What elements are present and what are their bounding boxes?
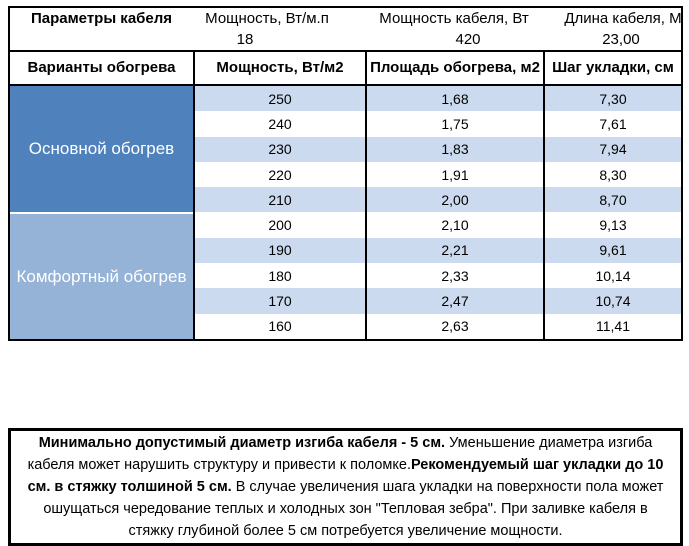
data-cell: 220 xyxy=(193,161,365,188)
data-cell: 8,70 xyxy=(543,187,681,213)
cable-parameters-table: Параметры кабеля Мощность, Вт/м.п 18 Мощ… xyxy=(8,6,683,341)
group-cell-main-heating: Основной обогрев xyxy=(10,86,193,213)
data-cell: 2,21 xyxy=(365,237,543,264)
data-cell: 10,74 xyxy=(543,288,681,314)
cable-length-cell: Длина кабеля, М 23,00 xyxy=(543,8,681,50)
data-cell: 8,30 xyxy=(543,161,681,188)
data-cell: 2,00 xyxy=(365,187,543,213)
power-per-meter-cell: Мощность, Вт/м.п 18 xyxy=(193,8,365,50)
cable-power-label: Мощность кабеля, Вт xyxy=(379,10,529,27)
params-header-cell: Параметры кабеля xyxy=(10,8,193,50)
data-grid: Основной обогрев 250 1,68 7,30 240 1,75 … xyxy=(10,86,681,339)
data-cell: 230 xyxy=(193,136,365,162)
cable-length-value: 23,00 xyxy=(602,31,640,48)
data-cell: 2,33 xyxy=(365,263,543,289)
col-header-power: Мощность, Вт/м2 xyxy=(193,52,365,84)
data-cell: 160 xyxy=(193,313,365,339)
note-bold-min-diameter: Минимально допустимый диаметр изгиба каб… xyxy=(38,435,446,451)
data-cell: 1,68 xyxy=(365,86,543,112)
data-cell: 170 xyxy=(193,288,365,314)
data-cell: 9,61 xyxy=(543,237,681,264)
note-normal-2: В случае увеличения шага укладки на пове… xyxy=(43,479,664,539)
data-cell: 210 xyxy=(193,187,365,213)
note-text: Минимально допустимый диаметр изгиба каб… xyxy=(11,432,680,542)
cable-length-label: Длина кабеля, М xyxy=(564,10,682,27)
data-cell: 2,63 xyxy=(365,313,543,339)
params-title: Параметры кабеля xyxy=(30,10,173,27)
data-cell: 7,94 xyxy=(543,136,681,162)
data-cell: 250 xyxy=(193,86,365,112)
data-cell: 7,30 xyxy=(543,86,681,112)
data-cell: 180 xyxy=(193,263,365,289)
data-cell: 2,10 xyxy=(365,212,543,238)
note-normal-1: Уменьшение диаметра изгиба кабеля может … xyxy=(27,435,653,473)
data-cell: 11,41 xyxy=(543,313,681,339)
data-cell: 240 xyxy=(193,111,365,137)
power-per-meter-label: Мощность, Вт/м.п xyxy=(205,10,329,27)
variants-title: Варианты обогрева xyxy=(27,59,176,76)
data-cell: 1,83 xyxy=(365,136,543,162)
data-cell: 1,91 xyxy=(365,161,543,188)
col-header-spacing: Шаг укладки, см xyxy=(543,52,681,84)
data-cell: 7,61 xyxy=(543,111,681,137)
cable-power-cell: Мощность кабеля, Вт 420 xyxy=(365,8,543,50)
col-header-area: Площадь обогрева, м2 xyxy=(365,52,543,84)
data-cell: 200 xyxy=(193,212,365,238)
data-cell: 1,75 xyxy=(365,111,543,137)
power-per-meter-value: 18 xyxy=(236,31,254,48)
params-header-row: Параметры кабеля Мощность, Вт/м.п 18 Мощ… xyxy=(10,8,682,50)
group-cell-comfort-heating: Комфортный обогрев xyxy=(10,212,193,339)
data-cell: 190 xyxy=(193,237,365,264)
cable-power-value: 420 xyxy=(455,31,481,48)
note-box: Минимально допустимый диаметр изгиба каб… xyxy=(8,428,683,546)
variants-header-row: Варианты обогрева Мощность, Вт/м2 Площад… xyxy=(10,50,681,86)
note-bold-recommended-step: Рекомендуемый шаг укладки до 10 см. в ст… xyxy=(27,457,664,495)
data-cell: 10,14 xyxy=(543,263,681,289)
data-cell: 9,13 xyxy=(543,212,681,238)
data-cell: 2,47 xyxy=(365,288,543,314)
